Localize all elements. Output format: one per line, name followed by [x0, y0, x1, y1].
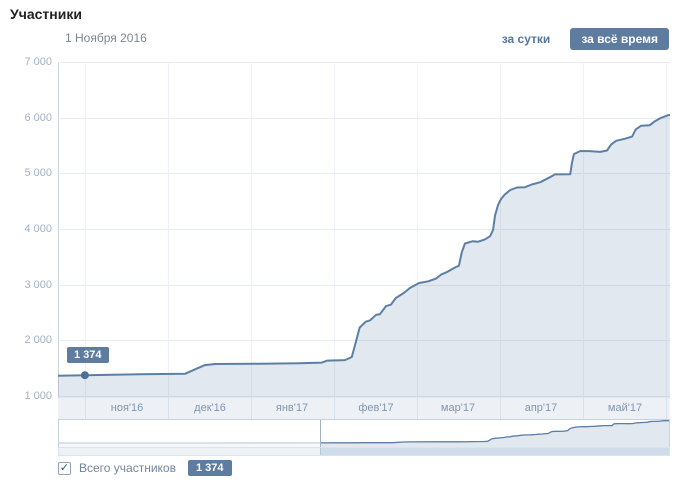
x-axis-label: май'17 [607, 402, 643, 414]
navigator-handle[interactable] [320, 420, 322, 447]
legend-label: Всего участников [79, 461, 176, 475]
x-axis-tick [500, 398, 501, 420]
x-axis-tick [168, 398, 169, 420]
members-chart-svg[interactable] [58, 62, 670, 398]
y-axis-label: 4 000 [24, 222, 52, 235]
navigator-line [59, 420, 669, 444]
range-alltime-button[interactable]: за всё время [570, 28, 669, 50]
x-axis-tick [583, 398, 584, 420]
x-axis-label: фев'17 [358, 402, 394, 414]
selected-date-label: 1 Ноября 2016 [65, 31, 147, 45]
y-axis-label: 6 000 [24, 111, 52, 124]
members-chart-plot[interactable] [58, 62, 670, 398]
navigator-area [59, 420, 669, 447]
x-axis-label: мар'17 [440, 402, 476, 414]
y-axis-label: 7 000 [24, 56, 52, 68]
x-axis-tick [334, 398, 335, 420]
legend-value-badge: 1 374 [187, 460, 232, 476]
navigator-unselected-mask [59, 420, 321, 447]
page-title: Участники [10, 6, 82, 22]
tooltip-badge: 1 374 [67, 347, 109, 363]
legend-checkbox[interactable]: ✓ [58, 461, 71, 475]
series-area [58, 114, 670, 398]
y-axis-line [58, 62, 59, 420]
x-axis-tick [666, 398, 667, 420]
y-axis-label: 5 000 [24, 167, 52, 180]
range-switcher: за сутки за всё время [496, 28, 669, 50]
scrollbar-track[interactable] [58, 447, 670, 456]
checkmark-icon: ✓ [59, 461, 70, 474]
x-axis-label: янв'17 [275, 402, 309, 414]
y-axis-label: 3 000 [24, 278, 52, 291]
y-axis-label: 1 000 [24, 389, 52, 402]
legend-item-members[interactable]: ✓ Всего участников 1 374 [58, 460, 232, 476]
navigator[interactable] [58, 419, 670, 448]
navigator-mini-chart [59, 420, 669, 447]
series-line [58, 113, 670, 377]
x-axis-label: дек'16 [194, 402, 226, 414]
y-axis-label: 2 000 [24, 334, 52, 347]
x-axis-label: апр'17 [524, 402, 558, 414]
scrollbar-thumb[interactable] [320, 448, 669, 455]
x-axis-tick [417, 398, 418, 420]
range-day-button[interactable]: за сутки [496, 28, 557, 50]
x-axis-label: ноя'16 [110, 402, 144, 414]
x-axis-strip: ноя'16 дек'16 янв'17 фев'17 мар'17 апр'17 май'… [58, 398, 670, 420]
x-axis-tick [251, 398, 252, 420]
x-axis-tick [85, 398, 86, 420]
point-marker [80, 371, 89, 380]
